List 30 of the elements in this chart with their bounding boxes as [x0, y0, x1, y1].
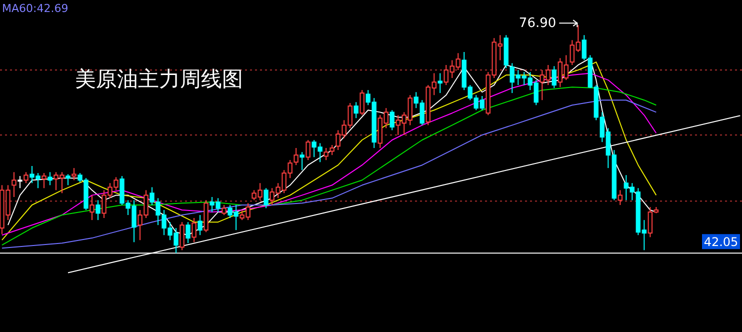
candlestick	[618, 190, 623, 206]
text: 美原油主力周线图	[75, 67, 243, 91]
candlestick	[18, 176, 22, 189]
candlestick	[330, 144, 334, 156]
candlestick	[306, 140, 310, 161]
candlestick	[90, 194, 94, 221]
candlestick	[294, 147, 298, 166]
candlestick	[48, 172, 52, 186]
candlestick	[42, 172, 46, 189]
candlestick	[360, 90, 364, 116]
candlestick	[180, 222, 184, 251]
candlestick	[354, 102, 358, 119]
candlestick	[198, 214, 202, 236]
candlestick	[390, 110, 394, 131]
candlestick	[438, 72, 442, 94]
candlestick	[24, 172, 28, 184]
candlestick	[72, 168, 76, 181]
candlestick	[552, 66, 557, 89]
candlestick	[300, 152, 304, 171]
candlestick	[96, 200, 100, 221]
annotation: 42.05	[704, 235, 738, 250]
text: MA60:42.69	[2, 2, 68, 15]
candlestick	[222, 204, 226, 216]
candlestick	[186, 222, 190, 244]
candlestick	[12, 172, 16, 198]
candlestick	[66, 174, 70, 186]
annotation: 76.90	[518, 16, 556, 32]
candlestick	[192, 217, 196, 243]
candlestick	[324, 147, 328, 161]
candlestick	[264, 188, 268, 209]
